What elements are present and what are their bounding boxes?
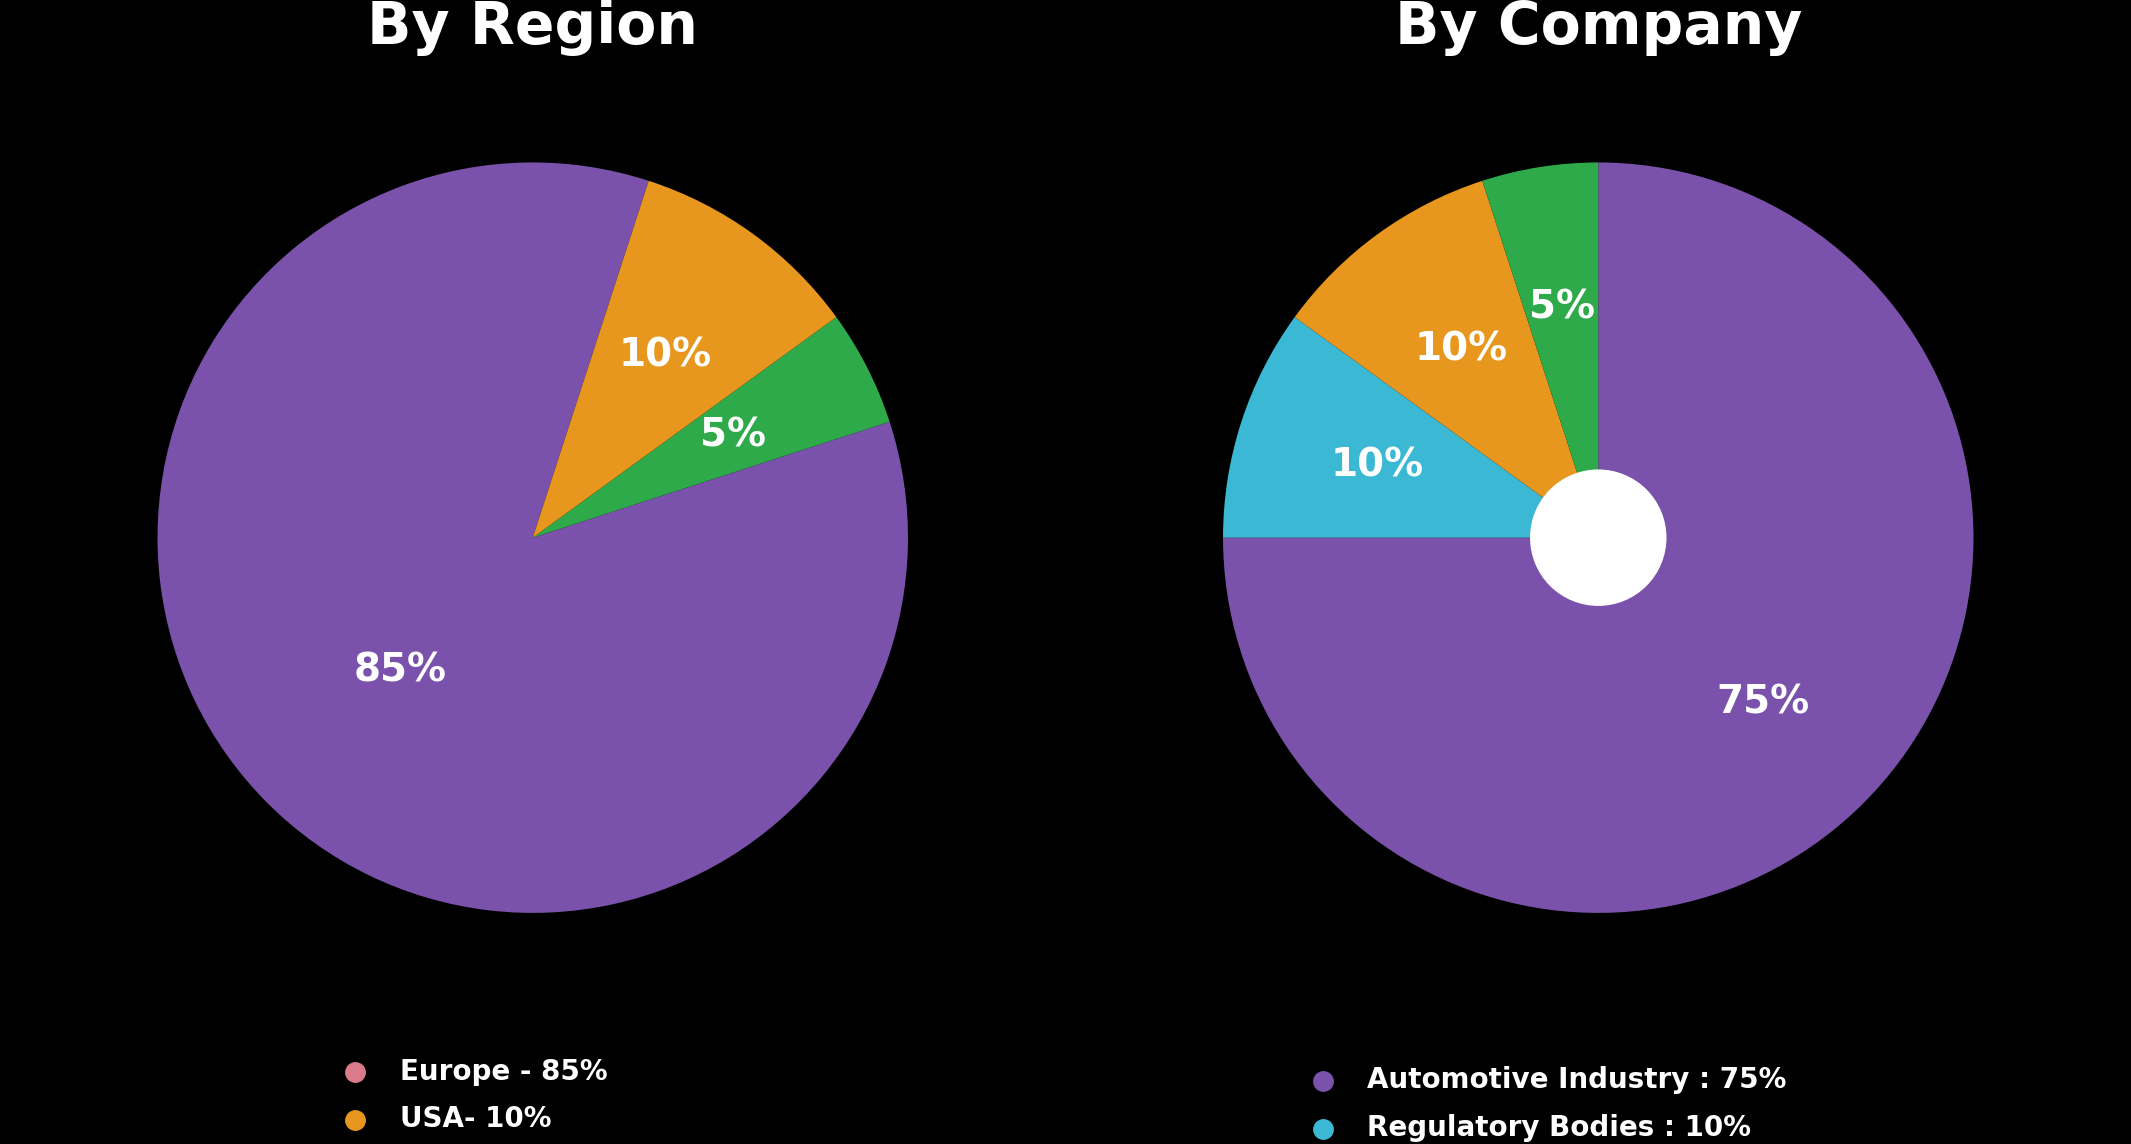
Wedge shape: [1223, 317, 1598, 538]
Text: 5%: 5%: [701, 416, 767, 454]
Title: By Region: By Region: [367, 0, 699, 56]
Wedge shape: [533, 317, 889, 538]
Text: 10%: 10%: [1330, 447, 1424, 485]
Circle shape: [1530, 470, 1666, 605]
Wedge shape: [533, 181, 835, 538]
Text: 10%: 10%: [618, 336, 712, 374]
Legend: Europe - 85%, USA- 10%, Rest of the world- 5%: Europe - 85%, USA- 10%, Rest of the worl…: [328, 1057, 737, 1144]
Legend: Automotive Industry : 75%, Regulatory Bodies : 10%, Research Institutions : 10%,: Automotive Industry : 75%, Regulatory Bo…: [1296, 1066, 1901, 1144]
Text: 75%: 75%: [1715, 683, 1809, 721]
Wedge shape: [1296, 181, 1598, 538]
Text: 85%: 85%: [354, 651, 448, 690]
Text: 10%: 10%: [1415, 331, 1509, 368]
Title: By Company: By Company: [1394, 0, 1803, 56]
Wedge shape: [1223, 162, 1973, 913]
Text: 5%: 5%: [1528, 289, 1594, 327]
Wedge shape: [1483, 162, 1598, 538]
Wedge shape: [158, 162, 908, 913]
